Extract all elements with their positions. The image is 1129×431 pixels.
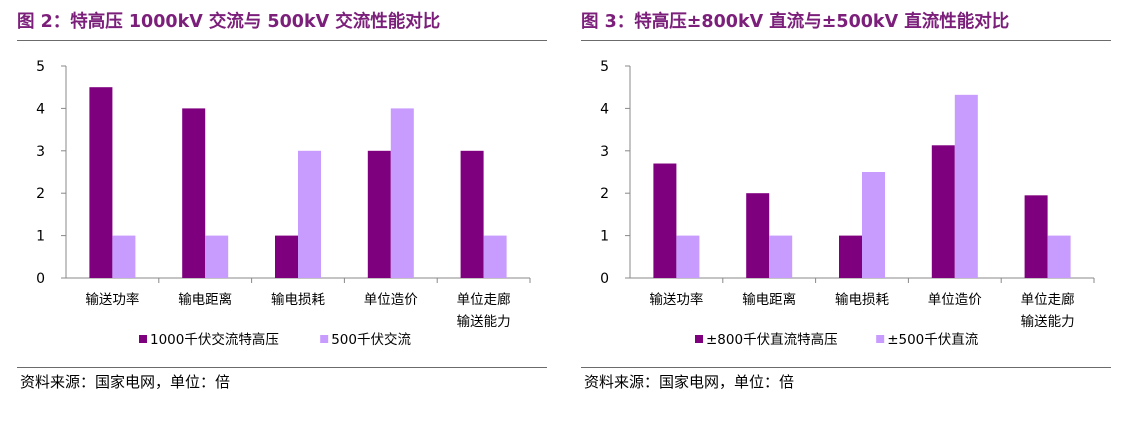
bar-secondary: [769, 235, 793, 278]
chart-panel-left: 图 2：特高压 1000kV 交流与 500kV 交流性能对比 0 1 2 3 4 5 输送…: [17, 0, 547, 431]
bar-primary: [746, 193, 770, 278]
legend-label: 1000千伏交流特高压: [150, 331, 279, 348]
bar-primary: [839, 235, 862, 278]
bar-secondary: [205, 235, 229, 278]
chart-title: 图 3：特高压±800kV 直流与±500kV 直流性能对比: [581, 12, 1010, 32]
y-tick-label: 1: [600, 229, 609, 245]
y-tick-label: 5: [36, 59, 45, 75]
chart-title: 图 2：特高压 1000kV 交流与 500kV 交流性能对比: [17, 12, 441, 32]
title-rule: [17, 40, 547, 41]
bar-primary: [460, 150, 484, 278]
legend-swatch: [695, 335, 703, 343]
category-label: 输送功率: [649, 291, 703, 308]
bar-primary: [931, 145, 955, 278]
category-label: 输电损耗: [271, 292, 325, 308]
bar-secondary: [390, 108, 414, 279]
category-label: 单位走廊输送能力: [1021, 291, 1075, 330]
y-tick-label: 1: [36, 229, 45, 245]
source-rule: [581, 367, 1111, 368]
source-note: 资料来源：国家电网，单位：倍: [584, 373, 795, 391]
legend-label: ±500千伏直流: [887, 332, 979, 348]
y-tick-label: 3: [36, 144, 45, 160]
bar-chart: 0 1 2 3 4 5 输送功率 输电距离 输电损耗 单位造价 单位走廊输送能力 ±800千伏直流特高…: [600, 59, 1095, 348]
bar-chart: 0 1 2 3 4 5 输送功率 输电距离 输电损耗 单位造价 单位走廊输送能力 1000千伏交流特高…: [36, 59, 531, 348]
source-rule: [17, 367, 547, 368]
chart-panel-right: 图 3：特高压±800kV 直流与±500kV 直流性能对比 0 1 2 3 4 5 输送功…: [581, 0, 1111, 431]
bar-secondary: [862, 172, 885, 278]
category-label: 输电距离: [178, 291, 232, 308]
category-label: 单位造价: [928, 292, 982, 308]
y-tick-label: 2: [36, 186, 45, 202]
bar-primary: [182, 108, 206, 279]
source-note: 资料来源：国家电网，单位：倍: [20, 373, 231, 391]
y-tick-label: 5: [600, 59, 609, 75]
bar-primary: [653, 163, 677, 278]
bar-primary: [367, 150, 391, 278]
y-tick-label: 2: [600, 186, 609, 202]
category-label: 输电距离: [742, 291, 796, 308]
category-label: 输电损耗: [835, 292, 889, 308]
y-tick-label: 3: [600, 144, 609, 160]
bar-primary: [275, 235, 298, 278]
category-label: 单位造价: [364, 292, 418, 308]
bar-primary: [1024, 195, 1048, 278]
legend-swatch: [320, 335, 329, 343]
bar-secondary: [112, 235, 136, 278]
bar-secondary: [954, 94, 978, 278]
category-label: 单位走廊输送能力: [457, 291, 511, 330]
bar-primary: [89, 87, 113, 278]
legend-label: ±800千伏直流特高压: [706, 331, 838, 348]
bar-secondary: [1047, 235, 1071, 278]
y-tick-label: 0: [600, 271, 609, 287]
title-rule: [581, 40, 1111, 41]
bar-secondary: [676, 235, 700, 278]
bar-secondary: [298, 150, 321, 278]
y-tick-label: 4: [600, 101, 609, 117]
legend-swatch: [139, 335, 147, 343]
legend-label: 500千伏交流: [331, 331, 411, 348]
y-tick-label: 4: [36, 101, 45, 117]
bar-secondary: [483, 235, 507, 278]
legend-swatch: [876, 335, 885, 343]
category-label: 输送功率: [85, 291, 139, 308]
y-tick-label: 0: [36, 271, 45, 287]
